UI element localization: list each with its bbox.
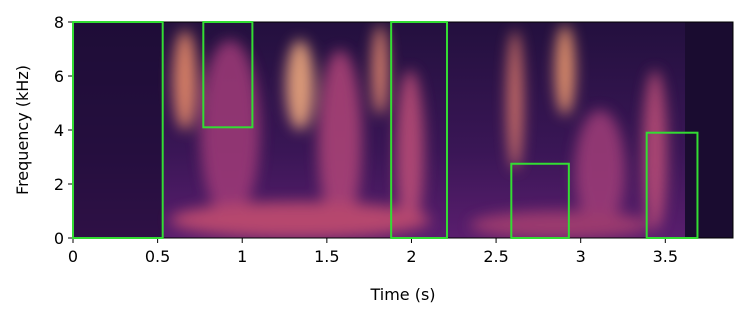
x-tick-label: 3.5 bbox=[653, 247, 678, 266]
highlight-box bbox=[202, 21, 254, 129]
spectrogram-image bbox=[73, 22, 733, 238]
x-tick-label: 1 bbox=[237, 247, 247, 266]
x-tick-label: 2.5 bbox=[483, 247, 508, 266]
highlight-box bbox=[72, 21, 164, 239]
y-axis-label: Frequency (kHz) bbox=[13, 65, 32, 195]
highlight-box bbox=[390, 21, 448, 239]
y-tick-label: 4 bbox=[54, 121, 64, 140]
x-tick-label: 2 bbox=[406, 247, 416, 266]
y-tick-label: 6 bbox=[54, 67, 64, 86]
x-tick-label: 1.5 bbox=[314, 247, 339, 266]
highlight-box bbox=[645, 131, 699, 239]
x-tick-label: 0 bbox=[68, 247, 78, 266]
x-axis-label: Time (s) bbox=[369, 285, 435, 304]
y-tick-label: 2 bbox=[54, 175, 64, 194]
x-tick-label: 3 bbox=[576, 247, 586, 266]
highlight-box bbox=[510, 162, 570, 239]
y-tick-label: 8 bbox=[54, 13, 64, 32]
x-tick-label: 0.5 bbox=[145, 247, 170, 266]
y-tick-label: 0 bbox=[54, 229, 64, 248]
